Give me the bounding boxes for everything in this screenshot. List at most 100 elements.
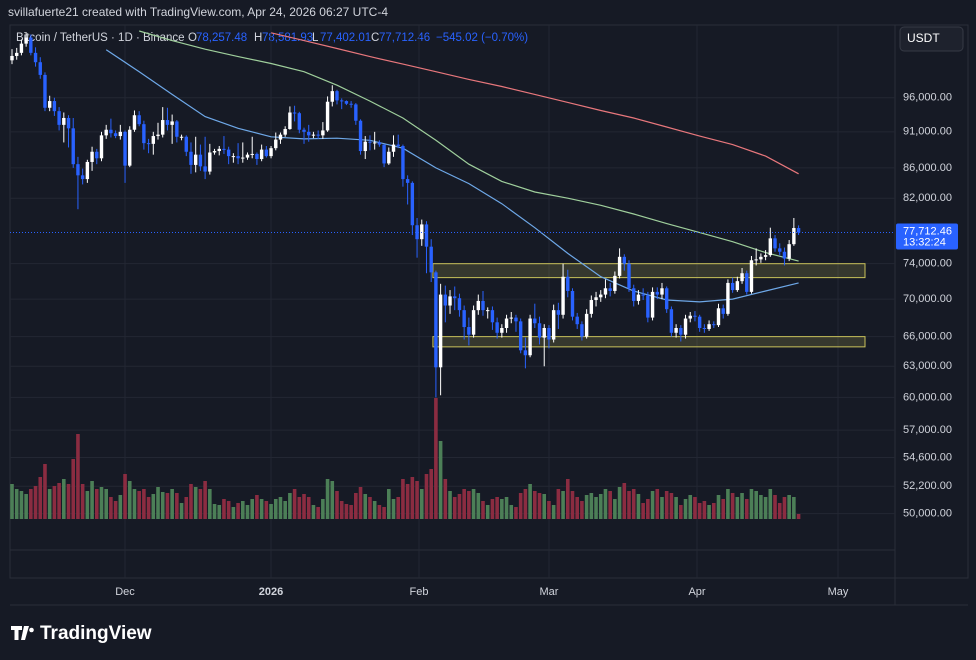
volume-bar bbox=[175, 493, 179, 519]
currency[interactable]: USDT bbox=[907, 31, 940, 45]
candle-body bbox=[594, 297, 598, 301]
candle-body bbox=[387, 151, 391, 164]
volume-bar bbox=[636, 494, 641, 519]
volume-bar bbox=[52, 486, 57, 519]
candle-body bbox=[547, 327, 551, 340]
candle-body bbox=[161, 120, 165, 135]
y-tick-label: 66,000.00 bbox=[903, 331, 952, 343]
volume-bar bbox=[528, 484, 532, 519]
candle-body bbox=[462, 310, 466, 328]
candle-body bbox=[76, 164, 80, 176]
volume-bar bbox=[547, 501, 551, 519]
candle-body bbox=[330, 91, 334, 102]
candle-body bbox=[43, 74, 47, 108]
candle-body bbox=[599, 294, 603, 298]
volume-bar bbox=[518, 493, 523, 519]
logo: TradingView bbox=[11, 623, 152, 644]
volume-bar bbox=[688, 495, 693, 519]
candle-body bbox=[495, 322, 499, 333]
volume-bar bbox=[744, 499, 749, 519]
candle-body bbox=[608, 288, 612, 291]
volume-bar bbox=[787, 495, 791, 519]
volume-bar bbox=[311, 505, 316, 519]
volume-bar bbox=[495, 497, 499, 519]
y-tick-label: 57,000.00 bbox=[903, 424, 952, 436]
volume-bar bbox=[203, 481, 207, 519]
volume-bar bbox=[514, 507, 518, 519]
volume-bar bbox=[24, 494, 28, 519]
candle-body bbox=[193, 154, 198, 165]
volume-bar bbox=[377, 505, 382, 519]
candle-body bbox=[476, 300, 480, 311]
volume-bar bbox=[683, 499, 688, 519]
candle-body bbox=[283, 129, 287, 135]
candle-body bbox=[542, 327, 546, 338]
candle-body bbox=[453, 296, 457, 299]
volume-bar bbox=[749, 489, 754, 519]
volume-bar bbox=[697, 503, 702, 519]
candle-body bbox=[523, 350, 528, 356]
candle-body bbox=[358, 120, 363, 152]
ohlc-value: 78,581.93 bbox=[262, 32, 313, 44]
volume-bar bbox=[127, 481, 132, 519]
candle-body bbox=[368, 141, 372, 143]
candle-body bbox=[415, 225, 419, 240]
moving-average bbox=[139, 30, 799, 262]
candle-body bbox=[509, 317, 513, 319]
volume-bar bbox=[726, 489, 730, 519]
candle-body bbox=[354, 104, 358, 121]
volume-bar bbox=[452, 497, 457, 519]
candle-body bbox=[664, 288, 669, 310]
volume-bar bbox=[711, 503, 716, 519]
volume-bar bbox=[302, 494, 306, 519]
volume-bar bbox=[47, 489, 52, 519]
volume-bar bbox=[335, 491, 339, 519]
volume-bar bbox=[589, 493, 594, 519]
y-tick-label: 54,600.00 bbox=[903, 451, 952, 463]
volume-bar bbox=[763, 497, 768, 519]
volume-bar bbox=[782, 497, 787, 519]
moving-average bbox=[270, 32, 799, 175]
candle-body bbox=[47, 101, 52, 108]
candle-body bbox=[735, 281, 740, 291]
candle-body bbox=[688, 315, 692, 319]
candle-body bbox=[340, 100, 344, 102]
volume-bar bbox=[57, 483, 61, 519]
candle-body bbox=[123, 131, 127, 166]
candle-body bbox=[401, 146, 405, 180]
moving-average bbox=[105, 49, 799, 303]
y-tick-label: 60,000.00 bbox=[903, 391, 952, 403]
volume-bar bbox=[429, 469, 433, 519]
candle-body bbox=[203, 166, 207, 172]
volume-bar bbox=[419, 489, 424, 519]
candle-body bbox=[589, 300, 594, 314]
volume-bar bbox=[707, 505, 711, 519]
volume-bar bbox=[349, 505, 353, 519]
volume-bar bbox=[368, 497, 372, 519]
volume-bar bbox=[716, 495, 721, 519]
volume-bar bbox=[85, 491, 90, 519]
candle-body bbox=[344, 101, 349, 104]
candle-body bbox=[486, 310, 490, 312]
volume-bar bbox=[132, 489, 137, 519]
candle-body bbox=[372, 142, 377, 144]
candle-body bbox=[198, 154, 203, 167]
volume-bar bbox=[387, 489, 391, 519]
candle-body bbox=[712, 324, 716, 326]
volume-bar bbox=[14, 489, 19, 519]
currency-button[interactable] bbox=[899, 26, 964, 52]
candle-body bbox=[250, 153, 254, 155]
candle-body bbox=[646, 295, 650, 318]
candle-body bbox=[796, 228, 801, 233]
volume-bar bbox=[29, 489, 33, 519]
volume-bar bbox=[255, 495, 259, 519]
candle-body bbox=[561, 276, 565, 315]
candle-body bbox=[533, 318, 537, 324]
candle-body bbox=[424, 224, 429, 247]
volume-bar bbox=[306, 497, 311, 519]
y-tick-label: 63,000.00 bbox=[903, 360, 952, 372]
candle-body bbox=[307, 131, 311, 136]
volume-bar bbox=[137, 491, 141, 519]
volume-bar bbox=[740, 493, 744, 519]
